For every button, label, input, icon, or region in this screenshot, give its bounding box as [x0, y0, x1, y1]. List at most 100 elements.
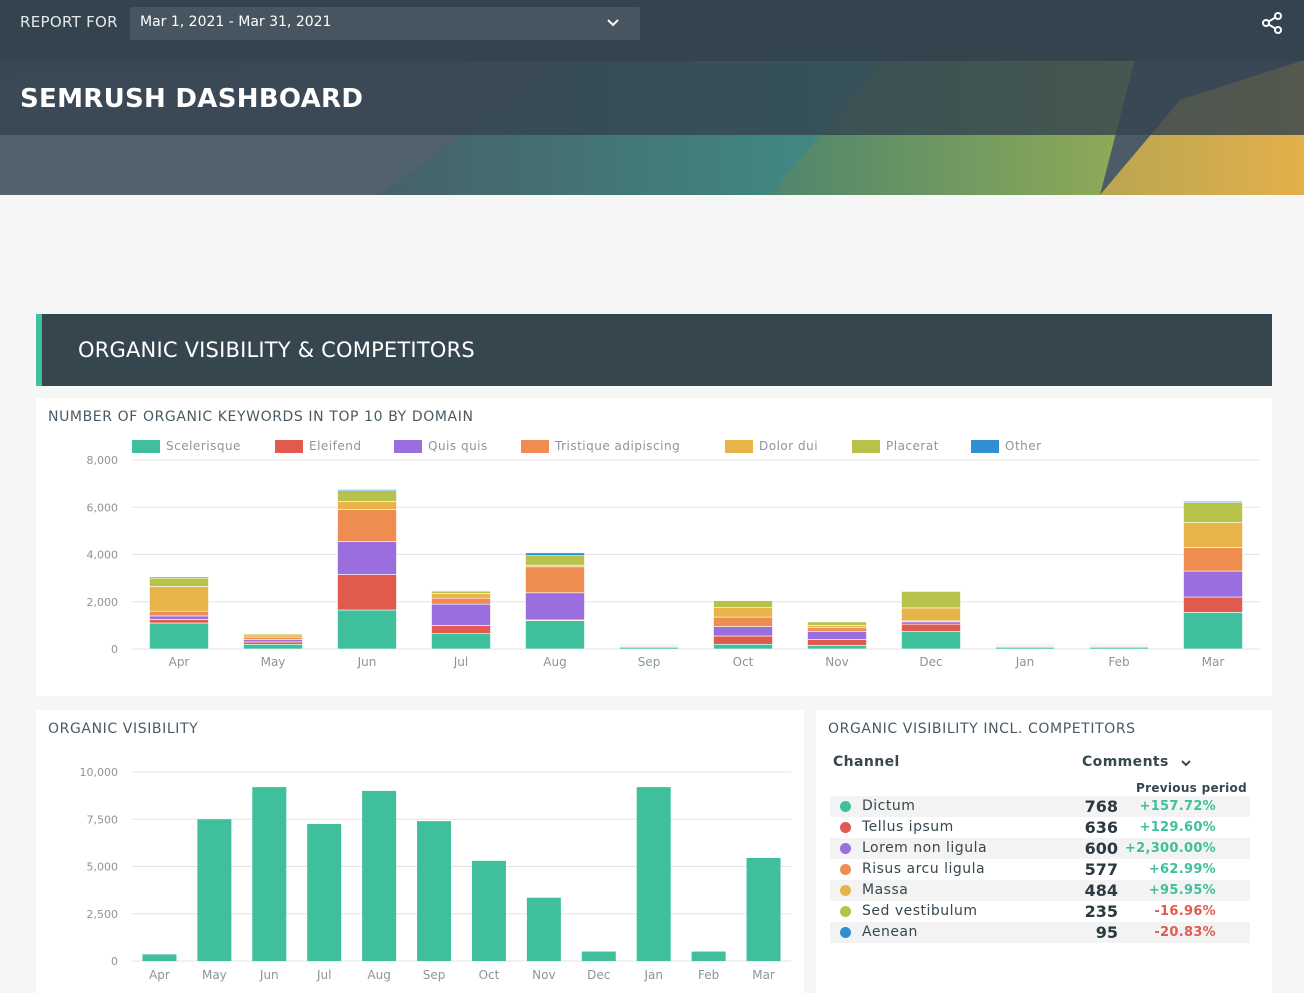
- channel-column-header: Channel: [833, 754, 900, 770]
- date-range-select[interactable]: Mar 1, 2021 - Mar 31, 2021: [130, 7, 640, 40]
- channel-color-dot: [840, 864, 851, 875]
- bar-segment-quis-quis-nov: [807, 630, 867, 640]
- bar-segment-scelerisque-dec: [901, 630, 961, 650]
- channel-change: +62.99%: [1148, 862, 1216, 877]
- legend-label: Tristique adipiscing: [555, 439, 681, 453]
- legend-swatch: [852, 440, 880, 453]
- table-row: Aenean 95 -20.83%: [830, 922, 1250, 943]
- bar-segment-tristique-adipiscing-aug: [525, 566, 585, 594]
- x-tick-label: Mar: [752, 968, 775, 982]
- y-tick-label: 5,000: [87, 861, 119, 874]
- share-icon[interactable]: [1260, 11, 1284, 35]
- y-tick-label: 2,500: [87, 908, 119, 921]
- bar-segment-dolor-dui-apr: [149, 586, 209, 612]
- bar-segment-dolor-dui-jul: [431, 593, 491, 599]
- legend-label: Quis quis: [428, 439, 488, 453]
- bar-segment-other-apr: [149, 576, 209, 579]
- channel-value: 235: [1084, 902, 1118, 921]
- table-row: Dictum 768 +157.72%: [830, 796, 1250, 817]
- channel-color-dot: [840, 801, 851, 812]
- bar-segment-placerat-jul: [431, 590, 491, 594]
- legend-label: Other: [1005, 439, 1042, 453]
- channel-color-dot: [840, 927, 851, 938]
- bar-jul: [307, 823, 342, 961]
- x-tick-label: Sep: [638, 655, 661, 669]
- channel-name: Sed vestibulum: [862, 903, 978, 919]
- bar-segment-other-jun: [337, 489, 397, 492]
- bar-segment-placerat-nov: [807, 621, 867, 626]
- legend-swatch: [725, 440, 753, 453]
- channel-value: 600: [1084, 839, 1118, 858]
- channel-color-dot: [840, 843, 851, 854]
- bar-segment-placerat-apr: [149, 577, 209, 587]
- bar-segment-tristique-adipiscing-oct: [713, 616, 773, 627]
- bar-segment-eleifend-dec: [901, 623, 961, 632]
- x-tick-label: Oct: [733, 655, 754, 669]
- channel-change: +95.95%: [1148, 883, 1216, 898]
- visibility-chart-card: ORGANIC VISIBILITY 0 2,500 5,000 7,500 10,00…: [36, 710, 804, 993]
- bar-nov: [526, 897, 561, 961]
- bar-segment-dolor-dui-dec: [901, 607, 961, 622]
- bar-segment-quis-quis-oct: [713, 626, 773, 637]
- keywords-chart-legend: Scelerisque Eleifend Quis quis Tristique ad…: [36, 438, 1272, 456]
- channel-name: Dictum: [862, 798, 916, 814]
- x-tick-label: Feb: [1108, 655, 1129, 669]
- channel-name: Aenean: [862, 924, 918, 940]
- table-row: Massa 484 +95.95%: [830, 880, 1250, 901]
- bar-segment-placerat-mar: [1183, 502, 1243, 523]
- channel-value: 768: [1084, 797, 1118, 816]
- x-tick-label: May: [261, 655, 286, 669]
- bar-segment-eleifend-mar: [1183, 596, 1243, 613]
- bar-segment-scelerisque-apr: [149, 622, 209, 650]
- x-tick-label: Jul: [453, 655, 468, 669]
- bar-segment-quis-quis-jul: [431, 603, 491, 626]
- x-tick-label: Nov: [825, 655, 848, 669]
- comments-column-header[interactable]: Comments: [1082, 754, 1202, 774]
- bar-segment-quis-quis-mar: [1183, 570, 1243, 598]
- competitors-table-card: ORGANIC VISIBILITY INCL. COMPETITORS Cha…: [816, 710, 1272, 993]
- bar-jan: [636, 787, 671, 961]
- bar-segment-tristique-adipiscing-nov: [807, 627, 867, 632]
- bar-segment-dolor-dui-nov: [807, 625, 867, 629]
- bar-segment-scelerisque-mar: [1183, 612, 1243, 650]
- bar-segment-scelerisque-jul: [431, 633, 491, 650]
- bar-segment-placerat-dec: [901, 591, 961, 609]
- x-tick-label: Jul: [316, 968, 331, 982]
- date-range-value: Mar 1, 2021 - Mar 31, 2021: [140, 14, 332, 30]
- channel-color-dot: [840, 906, 851, 917]
- bar-sep: [417, 821, 452, 961]
- channel-change: -16.96%: [1154, 904, 1216, 919]
- x-tick-label: Mar: [1202, 655, 1225, 669]
- y-tick-label: 7,500: [87, 813, 119, 826]
- channel-value: 95: [1095, 923, 1118, 942]
- table-row: Tellus ipsum 636 +129.60%: [830, 817, 1250, 838]
- y-tick-label: 6,000: [87, 501, 119, 514]
- y-tick-label: 0: [111, 643, 118, 656]
- bar-dec: [581, 951, 616, 961]
- bar-segment-tristique-adipiscing-jul: [431, 597, 491, 605]
- x-tick-label: Apr: [169, 655, 190, 669]
- x-tick-label: Jun: [357, 655, 377, 669]
- legend-swatch: [275, 440, 303, 453]
- legend-label: Eleifend: [309, 439, 362, 453]
- bar-segment-scelerisque-may: [243, 643, 303, 650]
- channel-name: Massa: [862, 882, 909, 898]
- bar-segment-placerat-aug: [525, 555, 585, 566]
- keywords-chart-card: NUMBER OF ORGANIC KEYWORDS IN TOP 10 BY …: [36, 398, 1272, 696]
- bar-segment-quis-quis-apr: [149, 615, 209, 620]
- bar-segment-quis-quis-dec: [901, 621, 961, 625]
- bar-segment-eleifend-jun: [337, 574, 397, 611]
- channel-change: +2,300.00%: [1124, 841, 1216, 856]
- keywords-stacked-bar-chart: 0 2,000 4,000 6,000 8,000 Apr May Jun Jul Aug Sep O…: [87, 454, 1260, 669]
- x-tick-label: Aug: [367, 968, 390, 982]
- x-tick-label: Dec: [919, 655, 942, 669]
- y-tick-label: 8,000: [87, 454, 119, 467]
- table-row: Lorem non ligula 600 +2,300.00%: [830, 838, 1250, 859]
- y-tick-label: 4,000: [87, 549, 119, 562]
- bar-segment-quis-quis-aug: [525, 592, 585, 621]
- bar-segment-quis-quis-jun: [337, 541, 397, 575]
- legend-swatch: [521, 440, 549, 453]
- channel-change: -20.83%: [1154, 925, 1216, 940]
- bar-segment-scelerisque-nov: [807, 645, 867, 650]
- channel-value: 636: [1084, 818, 1118, 837]
